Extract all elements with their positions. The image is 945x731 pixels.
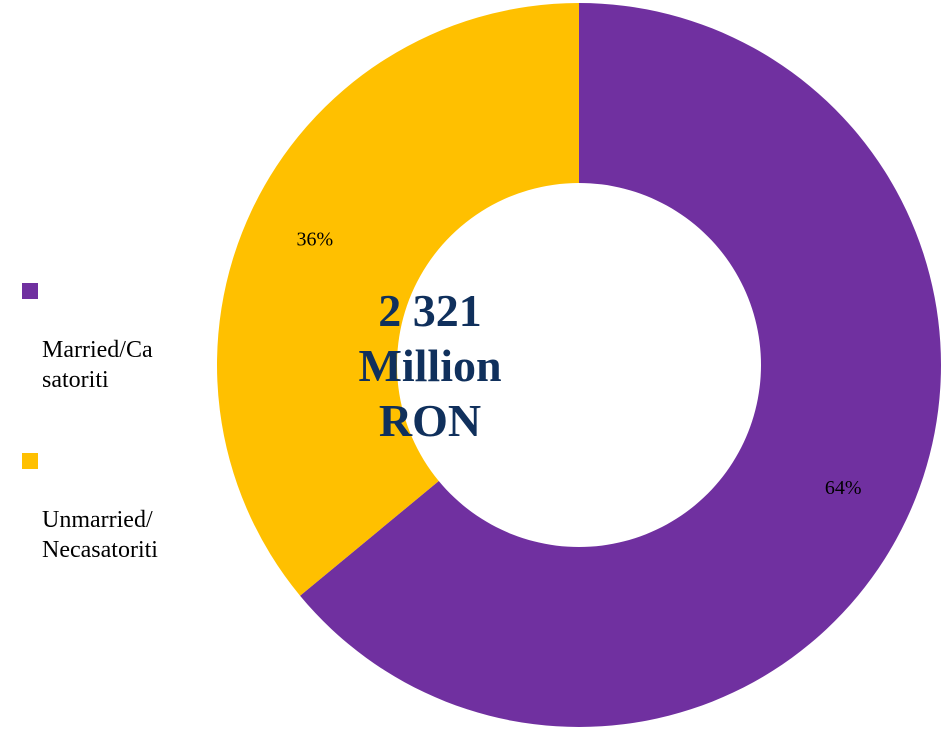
data-label-unmarried: 36% — [296, 228, 333, 250]
data-labels: 64% 36% — [296, 228, 861, 499]
legend-label-unmarried: Unmarried/ Necasatoriti — [42, 507, 158, 563]
donut-center-total: 2 321 Million RON — [280, 283, 580, 448]
legend-swatch-unmarried — [22, 453, 38, 469]
center-total-unit-currency: RON — [378, 395, 482, 446]
center-total-value: 2 321 — [378, 285, 482, 336]
data-label-married: 64% — [825, 477, 862, 499]
legend: Married/Ca satoriti Unmarried/ Necasator… — [18, 275, 203, 615]
center-total-unit-million: Million — [358, 340, 502, 391]
donut-slices — [216, 3, 941, 727]
legend-swatch-married — [22, 283, 38, 299]
donut-slice-unmarried[interactable] — [216, 3, 579, 596]
legend-label-married: Married/Ca satoriti — [42, 337, 153, 393]
legend-item-unmarried[interactable]: Unmarried/ Necasatoriti — [18, 445, 203, 565]
donut-slice-married[interactable] — [300, 3, 941, 727]
legend-item-married[interactable]: Married/Ca satoriti — [18, 275, 203, 395]
